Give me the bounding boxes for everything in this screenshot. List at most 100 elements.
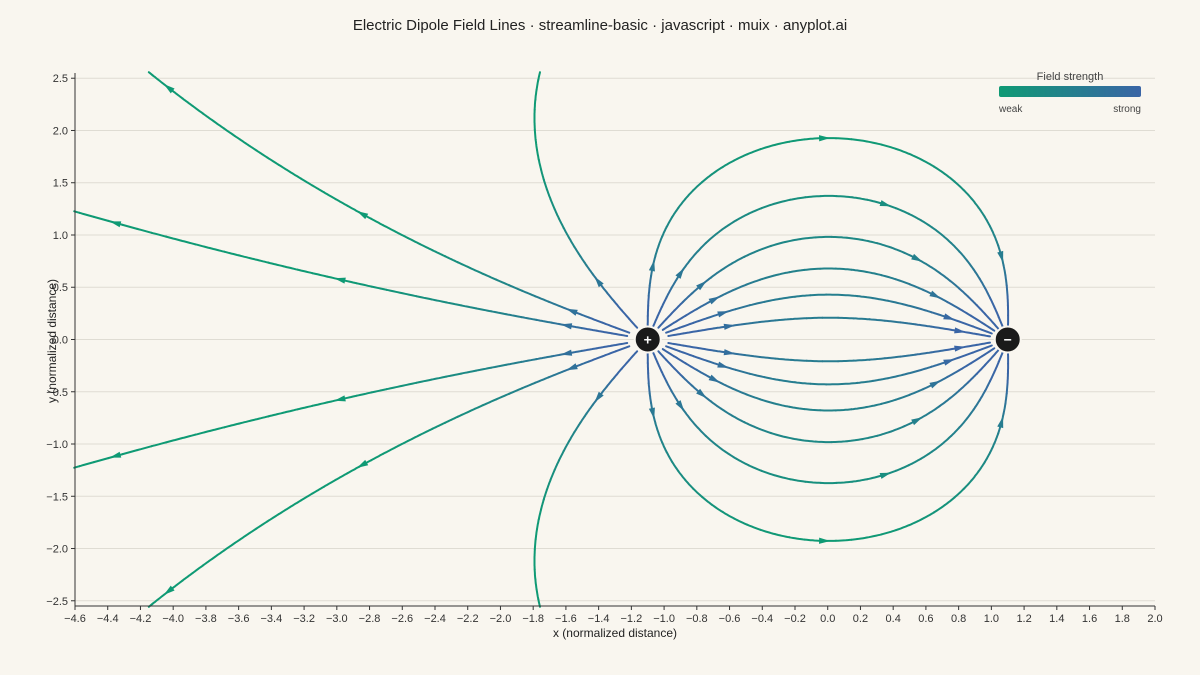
streamline-segment <box>475 366 493 372</box>
streamline-segment <box>1004 274 1008 287</box>
streamline-segment <box>732 387 748 396</box>
streamline-segment <box>370 452 385 462</box>
chart-title: Electric Dipole Field Lines · streamline… <box>353 17 847 34</box>
streamline-segment <box>238 419 255 425</box>
streamline-segment <box>255 149 269 159</box>
streamline-segment <box>456 261 472 270</box>
streamline-segment <box>840 294 859 298</box>
streamline-segment <box>151 595 164 605</box>
streamline-segment <box>673 367 684 378</box>
streamline-segment <box>296 268 314 275</box>
streamline-arrow <box>163 84 175 94</box>
streamline-segment <box>665 380 673 392</box>
streamline-segment <box>760 469 777 477</box>
streamline-segment <box>943 496 956 507</box>
streamline-segment <box>991 348 1000 358</box>
streamline-segment <box>179 239 197 246</box>
streamline-segment <box>406 433 421 443</box>
streamline-segment <box>647 372 650 385</box>
streamline-segment <box>745 393 762 401</box>
streamline-segment <box>695 301 710 311</box>
streamline-segment <box>938 397 951 408</box>
streamline-segment <box>701 495 713 506</box>
streamline-segment <box>267 261 284 268</box>
streamline-segment <box>557 450 565 462</box>
y-tick-label: −2.5 <box>46 596 68 608</box>
streamline-segment <box>136 445 153 452</box>
streamline-segment <box>212 549 225 559</box>
streamline-segment <box>908 388 924 396</box>
streamline-segment <box>731 414 746 424</box>
x-tick-label: −2.0 <box>490 613 512 625</box>
streamline-segment <box>789 196 807 201</box>
streamline-arrow <box>879 472 892 479</box>
streamline-segment <box>665 216 673 228</box>
streamline-segment <box>794 381 812 385</box>
streamline-segment <box>370 217 385 227</box>
streamline-segment <box>671 460 680 472</box>
streamline-segment <box>661 321 675 331</box>
streamline-segment <box>958 351 975 359</box>
x-tick-label: −2.2 <box>457 613 479 625</box>
streamline-segment <box>682 408 691 420</box>
streamline-segment <box>400 292 418 298</box>
streamline-segment <box>684 362 698 371</box>
streamline-segment <box>202 112 215 123</box>
streamline-segment <box>533 128 537 141</box>
streamline-segment <box>846 236 864 241</box>
streamline-segment <box>181 97 194 107</box>
streamline-arrow <box>356 211 369 220</box>
streamline-segment <box>684 308 698 317</box>
streamline-segment <box>958 320 975 328</box>
streamline-segment <box>759 144 776 151</box>
streamline-segment <box>850 536 868 541</box>
streamline-segment <box>445 301 463 307</box>
streamline-segment <box>495 392 511 401</box>
streamline-segment <box>908 518 924 526</box>
streamline-segment <box>78 461 95 468</box>
streamline-segment <box>946 301 961 310</box>
streamline-segment <box>277 163 291 173</box>
streamline-segment <box>930 443 944 453</box>
streamline-segment <box>521 289 537 298</box>
streamline-segment <box>121 223 139 230</box>
colorbar-title: Field strength <box>1037 71 1104 83</box>
streamline-segment <box>799 236 817 241</box>
streamline-segment <box>191 105 204 115</box>
streamline-segment <box>907 212 922 222</box>
streamline-segment <box>966 259 975 271</box>
streamline-segment <box>611 342 629 347</box>
streamline-segment <box>535 318 553 324</box>
streamline-segment <box>978 277 987 290</box>
streamline-segment <box>151 74 164 84</box>
streamline-segment <box>670 390 679 402</box>
streamline-segment <box>745 148 762 156</box>
streamline-segment <box>181 572 194 582</box>
streamline-segment <box>296 404 314 411</box>
streamline-segment <box>809 382 828 386</box>
streamline-segment <box>969 314 983 324</box>
streamline-segment <box>587 316 604 324</box>
streamline-segment <box>212 120 225 130</box>
streamline-segment <box>743 354 761 358</box>
streamline-segment <box>809 293 828 297</box>
streamline-arrow <box>696 388 707 399</box>
streamline-segment <box>958 307 972 317</box>
streamline-segment <box>714 443 727 453</box>
streamline-segment <box>665 358 676 370</box>
x-tick-label: −4.4 <box>97 613 119 625</box>
streamline-segment <box>941 434 953 445</box>
streamline-segment <box>720 407 734 417</box>
streamline-segment <box>745 278 762 286</box>
streamline-segment <box>445 372 463 378</box>
streamline-segment <box>778 295 796 300</box>
streamline-segment <box>894 278 911 286</box>
streamline-segment <box>958 362 972 372</box>
streamline-segment <box>208 426 226 432</box>
streamline-segment <box>972 346 988 354</box>
streamline-segment <box>665 309 676 321</box>
streamline-segment <box>950 242 961 253</box>
streamline-segment <box>382 446 397 455</box>
